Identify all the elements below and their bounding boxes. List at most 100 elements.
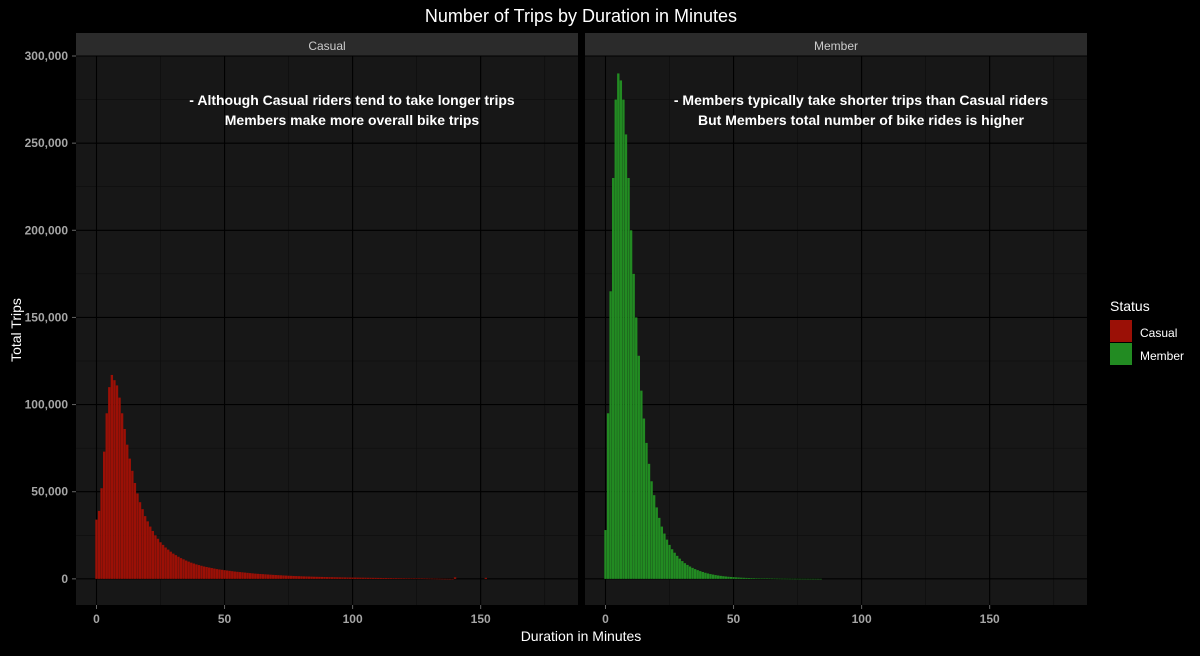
bar-casual-111 <box>379 577 382 579</box>
bar-casual-120 <box>402 578 406 579</box>
bar-casual-31 <box>174 555 178 579</box>
chart-title: Number of Trips by Duration in Minutes <box>425 6 737 26</box>
bar-casual-134 <box>438 578 441 580</box>
bar-casual-30 <box>172 553 175 579</box>
bar-casual-89 <box>323 577 326 579</box>
bar-casual-23 <box>154 535 157 579</box>
y-axis-label: Total Trips <box>8 298 24 362</box>
bar-member-19 <box>652 495 656 579</box>
bar-casual-6 <box>110 374 114 579</box>
bar-member-5 <box>617 73 620 579</box>
bar-member-55 <box>745 577 748 579</box>
x-tick-label: 150 <box>471 612 491 626</box>
bar-member-36 <box>696 570 699 579</box>
bar-casual-71 <box>277 575 280 579</box>
annotation-member-line2: But Members total number of bike rides i… <box>698 112 1024 128</box>
bar-casual-0 <box>95 519 98 579</box>
bar-casual-3 <box>102 451 106 579</box>
bar-casual-75 <box>287 575 290 579</box>
bar-casual-49 <box>220 569 224 579</box>
bar-casual-55 <box>236 571 239 579</box>
bar-casual-65 <box>261 574 265 579</box>
bar-member-56 <box>747 578 751 579</box>
bar-casual-26 <box>161 544 165 579</box>
legend-item-casual: Casual <box>1110 320 1177 342</box>
bar-casual-106 <box>366 577 370 579</box>
bar-member-29 <box>678 558 681 579</box>
bar-casual-67 <box>266 574 270 579</box>
bar-casual-62 <box>254 573 257 579</box>
bar-casual-41 <box>200 565 203 579</box>
x-tick-label: 0 <box>602 612 609 626</box>
bar-casual-81 <box>302 576 306 579</box>
bar-casual-48 <box>218 569 221 579</box>
bar-casual-110 <box>377 577 380 579</box>
bar-casual-15 <box>133 483 137 579</box>
bar-casual-101 <box>353 577 357 579</box>
grid-member <box>585 55 1087 605</box>
bar-casual-38 <box>192 563 195 579</box>
facet-panel-member <box>585 56 1087 605</box>
bar-casual-24 <box>156 538 160 579</box>
bar-member-11 <box>632 273 635 579</box>
bar-casual-88 <box>320 576 324 579</box>
bar-casual-33 <box>179 558 183 579</box>
bar-member-24 <box>665 539 669 579</box>
y-tick-label: 250,000 <box>25 136 69 150</box>
bar-member-44 <box>717 575 720 579</box>
bar-member-0 <box>604 530 607 579</box>
bar-casual-96 <box>341 577 344 579</box>
bar-casual-46 <box>213 568 216 579</box>
bar-casual-22 <box>151 530 155 579</box>
legend: Status Casual Member <box>1110 298 1184 365</box>
bar-casual-70 <box>274 575 277 579</box>
bar-casual-130 <box>428 578 431 580</box>
bar-casual-103 <box>359 577 362 579</box>
bar-casual-137 <box>446 578 449 580</box>
bar-casual-82 <box>305 576 308 579</box>
legend-label-casual: Casual <box>1140 326 1177 340</box>
bar-member-42 <box>711 574 715 579</box>
bar-member-68 <box>778 578 781 580</box>
bar-casual-100 <box>351 577 354 579</box>
bar-member-38 <box>701 571 704 579</box>
bar-member-83 <box>816 578 820 580</box>
x-axis-label: Duration in Minutes <box>521 628 642 644</box>
bar-casual-95 <box>338 577 341 579</box>
y-tick-label: 150,000 <box>25 310 69 324</box>
bar-casual-128 <box>423 578 426 580</box>
bar-casual-54 <box>233 571 236 579</box>
bar-casual-78 <box>295 576 298 579</box>
bar-casual-99 <box>348 577 352 579</box>
bar-member-33 <box>688 566 692 579</box>
bar-member-1 <box>606 413 610 579</box>
bar-member-45 <box>719 575 722 579</box>
bar-casual-108 <box>371 577 375 579</box>
bars-casual <box>95 374 487 580</box>
facet-strip-label-casual: Casual <box>308 39 345 53</box>
bar-member-54 <box>742 577 745 579</box>
bar-casual-5 <box>108 387 111 579</box>
bar-casual-40 <box>197 565 201 579</box>
bar-member-73 <box>791 578 794 580</box>
bar-member-37 <box>699 571 702 579</box>
grid-casual <box>76 55 578 605</box>
bar-member-3 <box>611 178 615 579</box>
bar-member-63 <box>765 578 769 579</box>
bar-casual-116 <box>392 578 395 579</box>
bar-member-39 <box>704 572 707 579</box>
bar-casual-73 <box>282 575 285 579</box>
bar-casual-112 <box>382 577 385 579</box>
bar-casual-104 <box>361 577 365 579</box>
bar-casual-114 <box>387 578 390 579</box>
legend-swatch-casual <box>1110 320 1132 342</box>
bar-casual-57 <box>241 572 244 579</box>
bar-casual-17 <box>138 502 142 579</box>
bar-casual-13 <box>128 458 131 579</box>
bar-casual-53 <box>231 571 234 579</box>
bar-member-70 <box>783 578 786 580</box>
x-axis: 0 50 100 150 0 50 100 150 <box>93 605 1000 626</box>
bars-member <box>604 73 822 580</box>
bar-casual-16 <box>136 493 139 579</box>
